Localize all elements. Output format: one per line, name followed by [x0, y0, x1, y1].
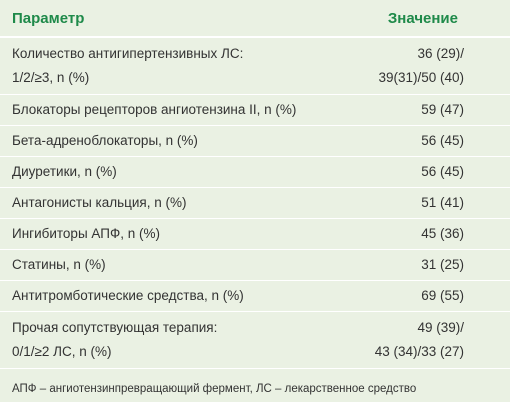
row-value-line: 49 (39)/	[417, 320, 464, 335]
row-value: 51 (41)	[421, 195, 464, 210]
row-parameter: Диуретики, n (%)	[12, 164, 117, 179]
row-parameter-line: 1/2/≥3, n (%)	[12, 70, 90, 85]
row-parameter: Статины, n (%)	[12, 257, 106, 272]
row-parameter: Блокаторы рецепторов ангиотензина II, n …	[12, 102, 297, 117]
table-row: Диуретики, n (%) 56 (45)	[0, 157, 510, 188]
row-parameter: Прочая сопутствующая терапия: 0/1/≥2 ЛС,…	[12, 316, 217, 364]
table-row: Прочая сопутствующая терапия: 0/1/≥2 ЛС,…	[0, 312, 510, 369]
row-value-line: 43 (34)/33 (27)	[374, 344, 464, 359]
row-value: 69 (55)	[421, 288, 464, 303]
row-value: 49 (39)/ 43 (34)/33 (27)	[375, 316, 464, 364]
row-parameter: Ингибиторы АПФ, n (%)	[12, 226, 160, 241]
row-parameter-line: Количество антигипертензивных ЛС:	[12, 46, 244, 61]
table-row: Количество антигипертензивных ЛС: 1/2/≥3…	[0, 38, 510, 95]
row-value: 56 (45)	[421, 164, 464, 179]
row-value: 59 (47)	[421, 102, 464, 117]
table-row: Антагонисты кальция, n (%) 51 (41)	[0, 188, 510, 219]
table-row: Бета-адреноблокаторы, n (%) 56 (45)	[0, 126, 510, 157]
row-value-line: 39(31)/50 (40)	[378, 70, 464, 85]
table-header: Параметр Значение	[0, 0, 510, 38]
row-value: 36 (29)/ 39(31)/50 (40)	[378, 42, 464, 90]
row-parameter-line: 0/1/≥2 ЛС, n (%)	[12, 344, 112, 359]
table-row: Блокаторы рецепторов ангиотензина II, n …	[0, 95, 510, 126]
row-parameter: Количество антигипертензивных ЛС: 1/2/≥3…	[12, 42, 243, 90]
row-parameter: Антитромботические средства, n (%)	[12, 288, 244, 303]
row-parameter: Бета-адреноблокаторы, n (%)	[12, 133, 198, 148]
row-value: 45 (36)	[421, 226, 464, 241]
row-value: 56 (45)	[421, 133, 464, 148]
table-footnote: АПФ – ангиотензинпревращающий фермент, Л…	[12, 383, 417, 395]
row-value: 31 (25)	[421, 257, 464, 272]
header-parameter: Параметр	[12, 9, 85, 27]
table-row: Статины, n (%) 31 (25)	[0, 250, 510, 281]
row-parameter-line: Прочая сопутствующая терапия:	[12, 320, 218, 335]
header-value: Значение	[387, 9, 458, 27]
table-row: Антитромботические средства, n (%) 69 (5…	[0, 281, 510, 312]
table-row: Ингибиторы АПФ, n (%) 45 (36)	[0, 219, 510, 250]
row-parameter: Антагонисты кальция, n (%)	[12, 195, 187, 210]
row-value-line: 36 (29)/	[417, 46, 464, 61]
